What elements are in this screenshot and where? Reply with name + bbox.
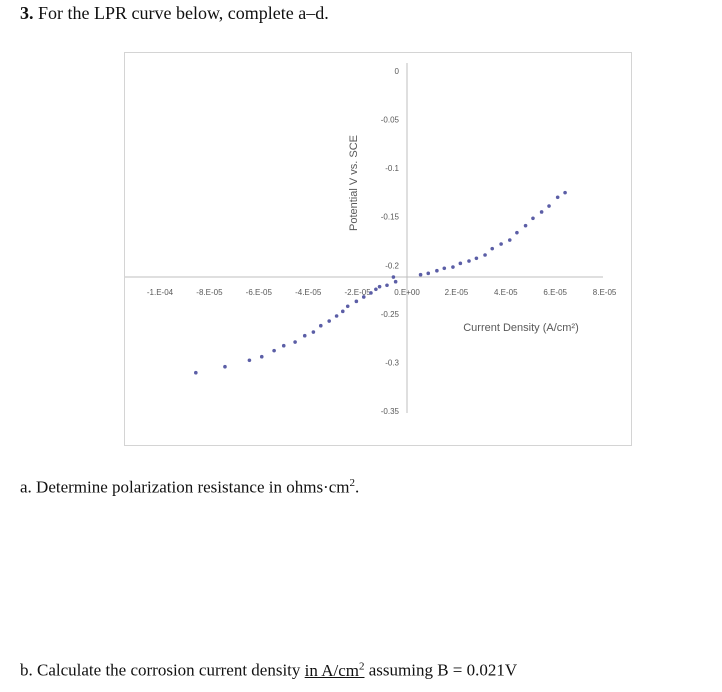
data-point — [259, 354, 264, 359]
x-tick-label: 8.E-05 — [593, 288, 617, 297]
data-point — [385, 283, 389, 288]
data-point — [369, 291, 373, 295]
data-point — [490, 246, 495, 251]
x-tick-label: 4.E-05 — [494, 288, 518, 297]
part-a-end: . — [355, 477, 360, 497]
x-tick-label: -6.E-05 — [246, 288, 273, 297]
data-point — [523, 223, 528, 228]
x-tick-label: -8.E-05 — [196, 288, 223, 297]
y-tick-label: -0.05 — [381, 116, 400, 125]
data-point — [393, 279, 398, 284]
data-point — [507, 238, 512, 242]
data-point — [391, 275, 396, 279]
data-point — [293, 340, 297, 344]
x-axis-title: Current Density (A/cm²) — [463, 322, 579, 334]
part-a-text: a. Determine polarization resistance in … — [20, 477, 350, 497]
y-axis-title: Potential V vs. SCE — [348, 135, 360, 231]
part-b-underlined: in A/cm — [304, 660, 359, 680]
data-point — [354, 299, 359, 304]
y-tick-label: -0.35 — [381, 407, 400, 416]
part-a-sup: 2 — [349, 477, 356, 489]
data-point — [247, 358, 252, 363]
data-point — [474, 256, 479, 261]
x-tick-label: 0.E+00 — [394, 288, 420, 297]
data-point — [458, 261, 463, 266]
question-title: 3. For the LPR curve below, complete a–d… — [20, 3, 329, 24]
question-text: For the LPR curve below, complete a–d. — [38, 3, 329, 23]
x-tick-label: -1.E-04 — [147, 288, 174, 297]
data-point — [531, 216, 535, 221]
data-point — [467, 259, 471, 263]
data-point — [194, 370, 198, 375]
y-tick-label: -0.1 — [385, 164, 399, 173]
x-tick-label: 6.E-05 — [543, 288, 567, 297]
data-point — [435, 268, 439, 273]
x-tick-label: -2.E-05 — [344, 288, 371, 297]
part-b-pre: b. Calculate the corrosion current densi… — [20, 660, 305, 680]
data-point — [311, 330, 316, 334]
data-point — [563, 190, 567, 195]
question-number: 3. — [20, 3, 34, 23]
y-tick-label: -0.25 — [381, 310, 400, 319]
data-point — [318, 323, 323, 328]
part-b: b. Calculate the corrosion current densi… — [20, 660, 517, 681]
data-point — [340, 309, 345, 314]
data-point — [272, 348, 276, 353]
data-point — [361, 295, 366, 299]
data-point — [483, 253, 487, 257]
data-point — [499, 242, 503, 246]
y-tick-label: -0.3 — [385, 358, 399, 367]
part-b-sup: 2 — [358, 660, 365, 672]
y-tick-label: -0.2 — [385, 261, 399, 270]
part-b-unit: in A/cm2 — [304, 660, 365, 680]
data-point — [442, 266, 447, 271]
data-point — [374, 287, 378, 292]
data-point — [377, 284, 382, 289]
y-tick-label: -0.15 — [381, 213, 400, 222]
data-point — [334, 314, 339, 318]
part-b-post: assuming B = 0.021V — [364, 660, 518, 680]
data-point — [426, 271, 431, 276]
data-point — [302, 333, 307, 338]
data-point — [555, 195, 560, 200]
y-tick-label: 0 — [395, 67, 400, 76]
data-point — [539, 210, 544, 214]
data-point — [345, 304, 350, 309]
x-tick-label: 2.E-05 — [445, 288, 469, 297]
x-tick-label: -4.E-05 — [295, 288, 322, 297]
data-point — [223, 364, 227, 369]
lpr-chart: -1.E-04 -8.E-05 -6.E-05 -4.E-05 -2.E-05 0.E+0… — [122, 52, 632, 446]
data-point — [418, 272, 423, 277]
data-point — [515, 230, 519, 235]
part-a: a. Determine polarization resistance in … — [20, 477, 359, 498]
chart-svg: -1.E-04 -8.E-05 -6.E-05 -4.E-05 -2.E-05 0.E+0… — [122, 63, 617, 416]
data-point — [327, 319, 331, 323]
data-point — [547, 204, 551, 208]
data-point — [451, 265, 455, 269]
data-point — [281, 343, 286, 348]
